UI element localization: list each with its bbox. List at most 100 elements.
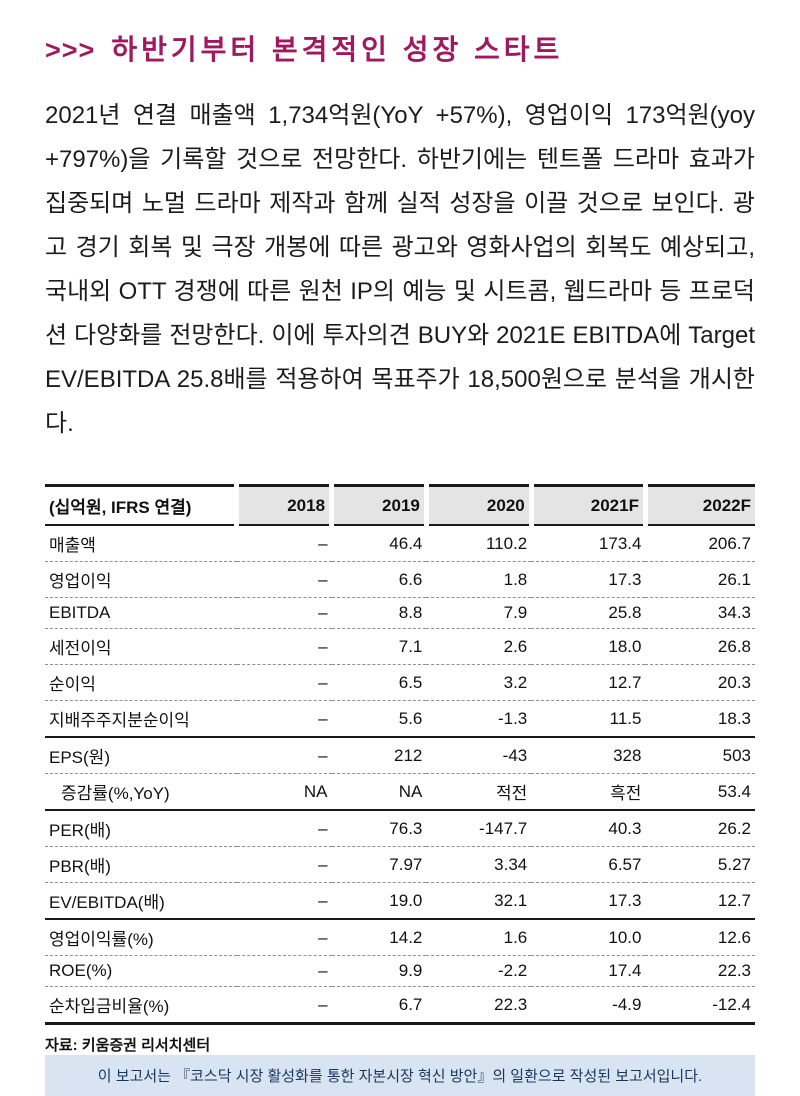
row-value: 흑전	[610, 784, 642, 803]
row-label: 세전이익	[49, 639, 112, 658]
heading-arrows-icon: >>>	[45, 35, 96, 65]
row-label: PBR(배)	[49, 857, 111, 876]
row-value: 14.2	[389, 927, 423, 947]
row-value: –	[318, 603, 328, 622]
row-label: EPS(원)	[49, 748, 110, 767]
row-value: 19.0	[389, 890, 423, 910]
row-value: 26.2	[717, 818, 751, 838]
row-value: 5.27	[717, 854, 751, 874]
table-header-year: 2020	[423, 485, 532, 525]
row-label: EBITDA	[49, 603, 111, 622]
row-value: 8.8	[398, 603, 423, 622]
table-row: 매출액 – 46.4 110.2 173.4 206.7	[45, 525, 755, 562]
row-value: 9.9	[398, 961, 423, 980]
table-row: 세전이익 – 7.1 2.6 18.0 26.8	[45, 629, 755, 665]
row-label: 순차입금비율(%)	[49, 997, 170, 1016]
row-value: 5.6	[398, 708, 423, 728]
row-value: -2.2	[497, 961, 528, 980]
row-value: -43	[502, 745, 528, 765]
table-row: 증감률(%,YoY) NA NA 적전 흑전 53.4	[45, 774, 755, 810]
row-value: NA	[398, 781, 423, 801]
row-label: PER(배)	[49, 821, 111, 840]
table-row: 영업이익률(%) – 14.2 1.6 10.0 12.6	[45, 919, 755, 956]
row-value: 3.2	[503, 672, 528, 692]
row-value: –	[318, 708, 328, 728]
table-header-year: 2022F	[642, 485, 755, 525]
row-value: –	[318, 854, 328, 874]
table-row: ROE(%) – 9.9 -2.2 17.4 22.3	[45, 956, 755, 987]
row-value: 40.3	[608, 818, 642, 838]
row-value: 26.8	[717, 636, 751, 656]
row-value: 22.3	[494, 994, 528, 1014]
row-value: 10.0	[608, 927, 642, 947]
footer-notice-text: 이 보고서는 『코스닥 시장 활성화를 통한 자본시장 혁신 방안』의 일환으로…	[97, 1068, 703, 1085]
row-value: 34.3	[717, 603, 751, 622]
row-value: 206.7	[708, 533, 751, 553]
table-row: PBR(배) – 7.97 3.34 6.57 5.27	[45, 847, 755, 883]
table-row: EBITDA – 8.8 7.9 25.8 34.3	[45, 598, 755, 629]
table-header-row: (십억원, IFRS 연결) 2018 2019 2020 2021F 2022F	[45, 485, 755, 525]
table-row: 순차입금비율(%) – 6.7 22.3 -4.9 -12.4	[45, 987, 755, 1024]
row-value: –	[318, 745, 328, 765]
report-page: >>> 하반기부터 본격적인 성장 스타트 2021년 연결 매출액 1,734…	[45, 34, 755, 1096]
row-value: 6.5	[398, 672, 423, 692]
row-value: 6.7	[398, 994, 423, 1014]
row-value: 6.57	[608, 854, 642, 874]
row-value: 7.9	[503, 603, 528, 622]
row-value: 25.8	[608, 603, 642, 622]
row-value: -147.7	[479, 818, 528, 838]
page-title: 하반기부터 본격적인 성장 스타트	[111, 34, 564, 65]
row-value: 46.4	[389, 533, 423, 553]
row-value: 12.7	[608, 672, 642, 692]
row-value: 110.2	[485, 533, 528, 553]
row-value: -12.4	[712, 994, 751, 1014]
row-value: 11.5	[609, 708, 642, 728]
table-row: PER(배) – 76.3 -147.7 40.3 26.2	[45, 810, 755, 847]
row-value: –	[318, 636, 328, 656]
row-value: 17.3	[608, 890, 642, 910]
row-value: –	[318, 533, 328, 553]
row-value: 적전	[495, 784, 528, 803]
row-value: 53.4	[717, 781, 751, 801]
row-value: -4.9	[612, 994, 642, 1014]
row-label: ROE(%)	[49, 961, 113, 980]
row-value: 12.7	[717, 890, 751, 910]
row-value: 7.97	[389, 854, 423, 874]
row-value: 3.34	[494, 854, 528, 874]
row-value: 6.6	[398, 569, 423, 589]
table-row: EV/EBITDA(배) – 19.0 32.1 17.3 12.7	[45, 883, 755, 919]
row-label: 영업이익	[49, 572, 112, 591]
table-header-year: 2018	[234, 485, 332, 525]
table-row: 순이익 – 6.5 3.2 12.7 20.3	[45, 665, 755, 701]
row-value: 503	[722, 745, 751, 765]
row-value: –	[318, 961, 328, 980]
row-value: 20.3	[717, 672, 751, 692]
footer-notice: 이 보고서는 『코스닥 시장 활성화를 통한 자본시장 혁신 방안』의 일환으로…	[45, 1055, 755, 1096]
table-row: 영업이익 – 6.6 1.8 17.3 26.1	[45, 562, 755, 598]
row-value: –	[318, 994, 328, 1014]
row-value: 1.6	[503, 927, 528, 947]
table-source: 자료: 키움증권 리서치센터	[45, 1037, 211, 1054]
row-label: 영업이익률(%)	[49, 930, 154, 949]
row-value: 32.1	[494, 890, 528, 910]
financial-table: (십억원, IFRS 연결) 2018 2019 2020 2021F 2022F 매출액…	[45, 484, 755, 1025]
row-value: –	[318, 927, 328, 947]
row-value: 76.3	[389, 818, 423, 838]
row-value: 7.1	[398, 636, 423, 656]
row-label: 지배주주지분순이익	[49, 711, 190, 730]
row-value: 17.3	[608, 569, 642, 589]
table-body: 매출액 – 46.4 110.2 173.4 206.7 영업이익 – 6.6 1.8 17.3 26…	[45, 525, 755, 1024]
row-value: –	[318, 569, 328, 589]
row-value: 1.8	[503, 569, 528, 589]
row-value: 26.1	[717, 569, 751, 589]
row-value: –	[318, 672, 328, 692]
table-header-year: 2021F	[528, 485, 646, 525]
row-value: -1.3	[497, 708, 528, 728]
row-value: –	[318, 890, 328, 910]
table-row: 지배주주지분순이익 – 5.6 -1.3 11.5 18.3	[45, 701, 755, 737]
row-value: 17.4	[608, 961, 642, 980]
row-value: 22.3	[717, 961, 751, 980]
row-value: NA	[303, 781, 328, 801]
row-value: 12.6	[717, 927, 751, 947]
row-label: 증감률(%,YoY)	[61, 784, 170, 803]
